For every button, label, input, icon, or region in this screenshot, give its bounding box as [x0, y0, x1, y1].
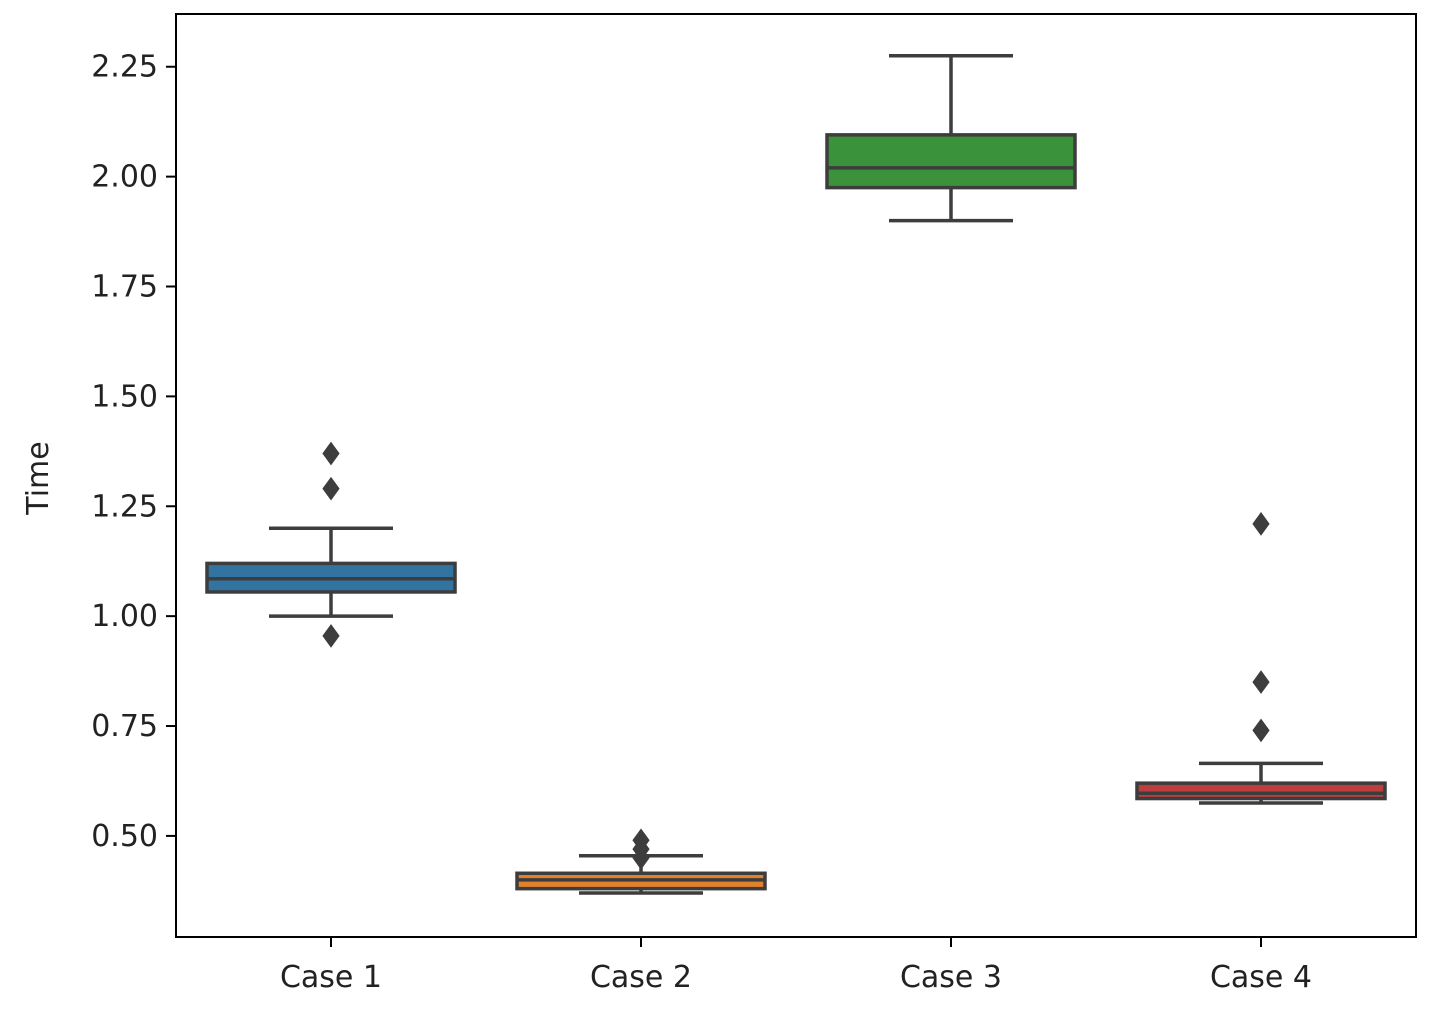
box-3 — [825, 54, 1077, 223]
y-tick-label: 1.25 — [91, 489, 158, 524]
y-tick-label: 0.75 — [91, 709, 158, 744]
x-axis: Case 1 Case 2 Case 3 Case 4 — [280, 937, 1312, 995]
y-tick-label: 1.75 — [91, 270, 158, 305]
plot-frame — [175, 13, 1417, 938]
outlier-point — [322, 624, 340, 648]
y-tick-label: 1.00 — [91, 599, 158, 634]
outlier-point — [322, 441, 340, 466]
y-tick-label: 2.25 — [91, 50, 158, 85]
y-axis-label: Time — [21, 441, 56, 515]
outlier-point — [1252, 670, 1270, 694]
box-4 — [1135, 511, 1387, 805]
x-tick-label: Case 2 — [590, 960, 692, 995]
outlier-point — [1252, 718, 1270, 743]
box-1 — [205, 441, 457, 648]
y-tick-label: 0.50 — [91, 819, 158, 854]
x-tick-label: Case 4 — [1210, 960, 1312, 995]
box-iqr — [1135, 781, 1387, 801]
y-tick-label: 1.50 — [91, 379, 158, 414]
chart-marks — [205, 54, 1387, 895]
box-iqr — [825, 133, 1077, 190]
x-tick-label: Case 1 — [280, 960, 382, 995]
outlier-point — [1252, 511, 1270, 536]
outlier-point — [632, 846, 650, 870]
x-tick-label: Case 3 — [900, 960, 1002, 995]
box-2 — [515, 828, 767, 895]
y-tick-label: 2.00 — [91, 160, 158, 195]
y-axis: 0.50 0.75 1.00 1.25 1.50 1.75 2.00 2.25 — [91, 50, 176, 854]
outlier-point — [322, 476, 340, 501]
